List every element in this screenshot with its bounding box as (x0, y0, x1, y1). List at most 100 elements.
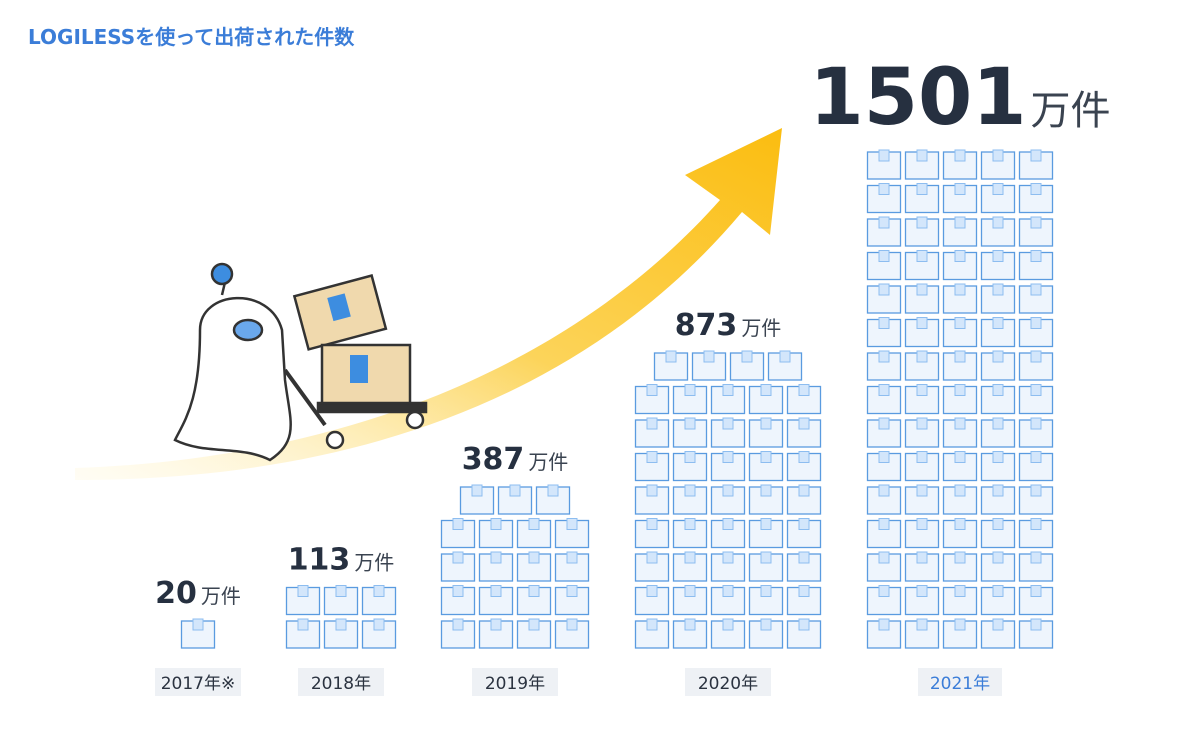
box-tape (1030, 618, 1042, 631)
pictogram-column (285, 585, 397, 649)
box (866, 352, 902, 381)
box-tape (528, 551, 540, 564)
box-tape (878, 350, 890, 363)
box-tape (646, 518, 658, 530)
box-tape (490, 518, 502, 530)
box-tape (646, 551, 658, 564)
box-tape (916, 183, 928, 195)
box-tape (878, 183, 890, 195)
box-tape (1030, 585, 1042, 597)
box-tape (297, 618, 309, 631)
box-tape (878, 149, 890, 162)
box-tape (992, 149, 1004, 162)
box-tape (798, 384, 810, 396)
box-tape (722, 384, 734, 396)
box-tape (684, 451, 696, 463)
growth-arrow (75, 128, 782, 480)
box-tape (878, 451, 890, 463)
box-tape (646, 484, 658, 497)
box-tape (335, 618, 347, 631)
box-tape (992, 417, 1004, 430)
box-tape (684, 484, 696, 497)
box-tape (1030, 317, 1042, 329)
box-tape (1030, 417, 1042, 430)
category-label: 2017年※ (161, 674, 236, 694)
box-tape (954, 451, 966, 463)
box-tape (1030, 384, 1042, 396)
box-tape (684, 551, 696, 564)
value-label: 873 万件 (675, 308, 782, 343)
value-number: 113 (288, 543, 351, 578)
box-tape (954, 250, 966, 262)
box-tape (1030, 250, 1042, 262)
value-label: 1501 万件 (809, 53, 1110, 143)
box-tape (954, 216, 966, 229)
box-tape (760, 518, 772, 530)
box-tape (760, 585, 772, 597)
box-tape (992, 518, 1004, 530)
box-tape (992, 618, 1004, 631)
box-tape (916, 585, 928, 597)
box (535, 486, 571, 515)
box-tape (878, 585, 890, 597)
box-tape (954, 417, 966, 430)
box (1018, 620, 1054, 649)
box-tape (1030, 484, 1042, 497)
box-tape (916, 283, 928, 296)
category-label: 2018年 (311, 674, 371, 694)
box (904, 218, 940, 247)
value-label: 113 万件 (288, 543, 395, 578)
box-tape (954, 350, 966, 363)
box-tape (798, 585, 810, 597)
value-unit: 万件 (1031, 88, 1111, 134)
box-tape (992, 250, 1004, 262)
box-tape (509, 484, 521, 497)
box-tape (798, 417, 810, 430)
box-tape (373, 618, 385, 631)
box-tape (1030, 350, 1042, 363)
box (285, 620, 321, 649)
box-tape (703, 350, 715, 363)
category-label-bg (298, 668, 384, 696)
box-tape (954, 484, 966, 497)
box-tape (722, 585, 734, 597)
category-label-bg (472, 668, 558, 696)
box (1018, 218, 1054, 247)
box-tape (335, 585, 347, 597)
box-tape (452, 551, 464, 564)
box-tape (916, 250, 928, 262)
box-tape (684, 585, 696, 597)
mascot (173, 262, 428, 462)
box-tape (646, 585, 658, 597)
category-label: 2021年 (930, 674, 990, 694)
category-label: 2019年 (485, 674, 545, 694)
box-tape (878, 283, 890, 296)
box-tape (798, 518, 810, 530)
box-tape (779, 350, 791, 363)
box-tape (878, 618, 890, 631)
category-label: 2020年 (698, 674, 758, 694)
box-tape (1030, 283, 1042, 296)
box-tape (192, 618, 204, 631)
box-tape (954, 183, 966, 195)
value-number: 873 (675, 308, 738, 343)
value-label: 20 万件 (155, 576, 241, 611)
box-tape (992, 384, 1004, 396)
box-tape (992, 484, 1004, 497)
box-tape (566, 585, 578, 597)
category-label-bg (685, 668, 771, 696)
box-tape (916, 149, 928, 162)
value-unit: 万件 (201, 584, 241, 608)
box-tape (722, 518, 734, 530)
box-tape (665, 350, 677, 363)
box-tape (528, 618, 540, 631)
box-tape (741, 350, 753, 363)
box-tape (916, 484, 928, 497)
box-tape (954, 551, 966, 564)
box-tape (1030, 183, 1042, 195)
box-tape (547, 484, 559, 497)
value-unit: 万件 (741, 316, 781, 340)
box (710, 486, 746, 515)
box-tape (916, 551, 928, 564)
box-tape (452, 518, 464, 530)
